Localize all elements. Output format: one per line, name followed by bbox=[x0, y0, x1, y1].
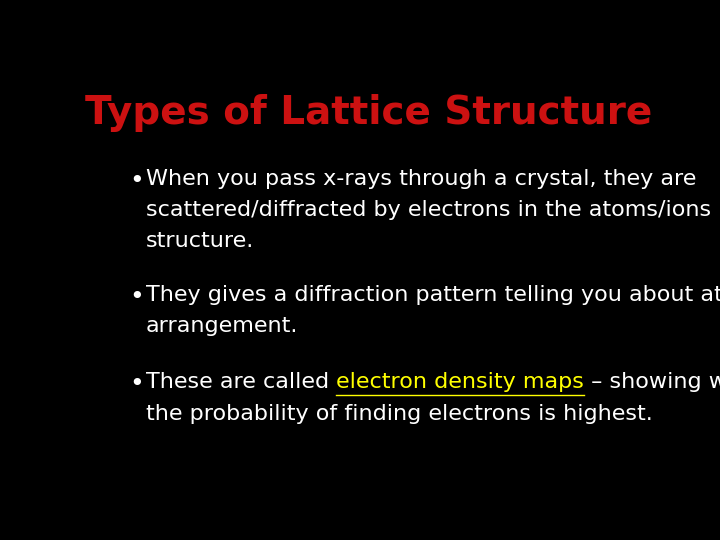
Text: the probability of finding electrons is highest.: the probability of finding electrons is … bbox=[145, 404, 652, 424]
Text: structure.: structure. bbox=[145, 231, 254, 251]
Text: arrangement.: arrangement. bbox=[145, 316, 298, 336]
Text: •: • bbox=[129, 285, 144, 309]
Text: – showing where: – showing where bbox=[584, 373, 720, 393]
Text: scattered/diffracted by electrons in the atoms/ions in the: scattered/diffracted by electrons in the… bbox=[145, 200, 720, 220]
Text: Types of Lattice Structure: Types of Lattice Structure bbox=[86, 94, 652, 132]
Text: When you pass x-rays through a crystal, they are: When you pass x-rays through a crystal, … bbox=[145, 168, 696, 189]
Text: •: • bbox=[129, 168, 144, 193]
Text: •: • bbox=[129, 373, 144, 396]
Text: They gives a diffraction pattern telling you about atom/ion: They gives a diffraction pattern telling… bbox=[145, 285, 720, 305]
Text: These are called: These are called bbox=[145, 373, 336, 393]
Text: electron density maps: electron density maps bbox=[336, 373, 584, 393]
